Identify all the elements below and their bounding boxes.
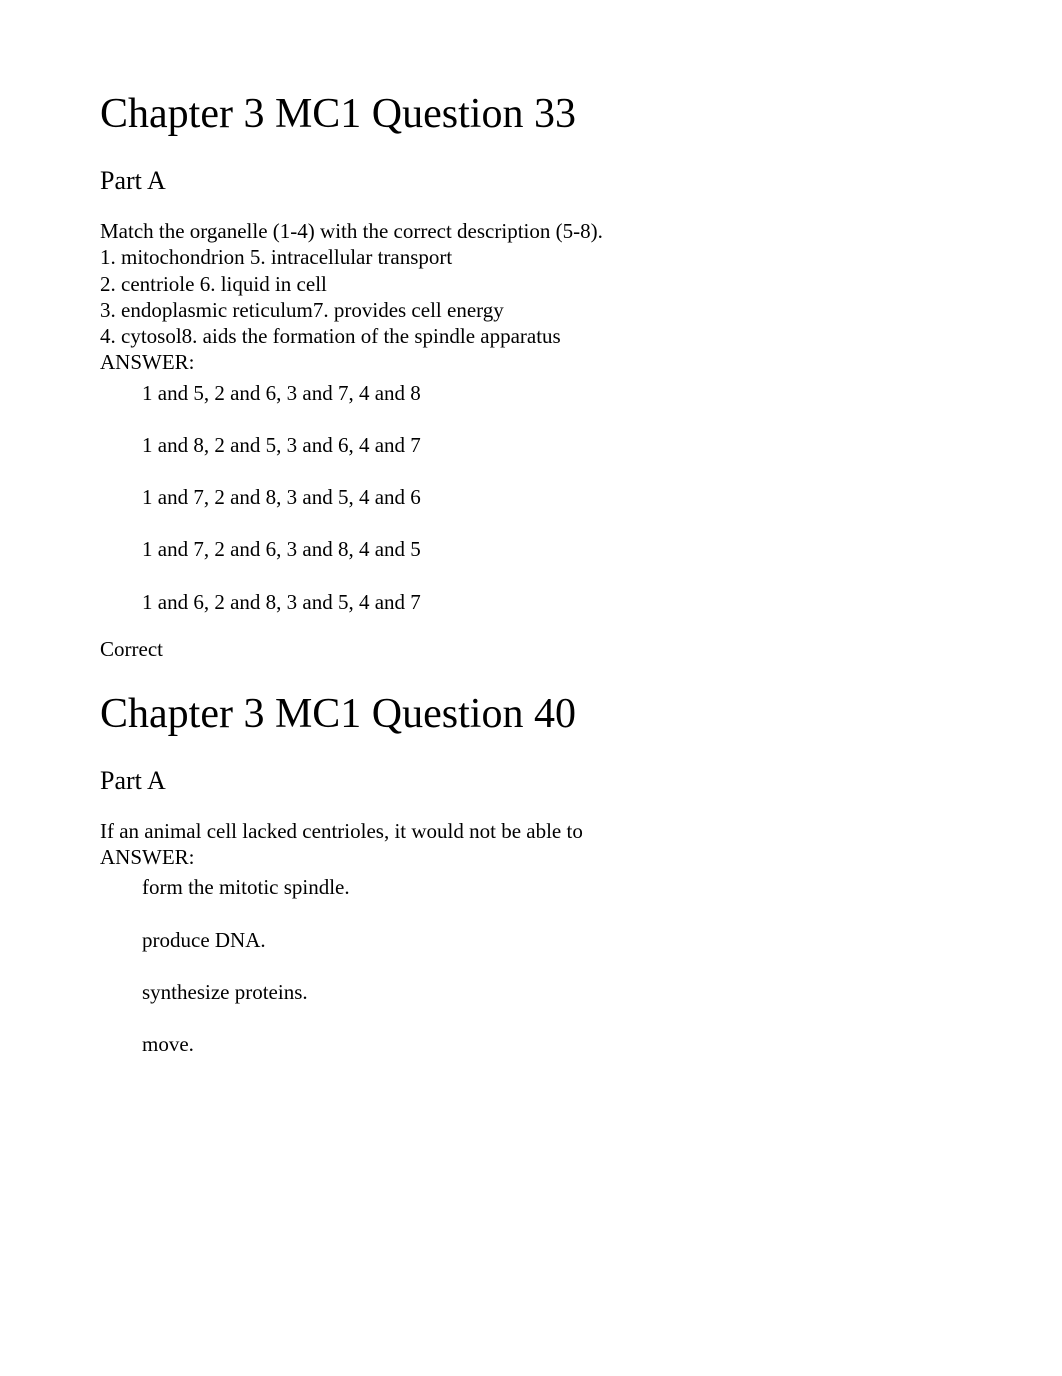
answer-option: form the mitotic spindle.: [142, 874, 962, 900]
part-label: Part A: [100, 766, 962, 796]
answer-option: synthesize proteins.: [142, 979, 962, 1005]
stem-line: 1. mitochondrion 5. intracellular transp…: [100, 244, 962, 270]
question-title: Chapter 3 MC1 Question 33: [100, 90, 962, 138]
stem-line: 2. centriole 6. liquid in cell: [100, 271, 962, 297]
question-title: Chapter 3 MC1 Question 40: [100, 690, 962, 738]
answer-option: 1 and 7, 2 and 6, 3 and 8, 4 and 5: [142, 536, 962, 562]
answer-label: ANSWER:: [100, 844, 962, 870]
answer-option: 1 and 6, 2 and 8, 3 and 5, 4 and 7: [142, 589, 962, 615]
answer-option: 1 and 8, 2 and 5, 3 and 6, 4 and 7: [142, 432, 962, 458]
answer-option: produce DNA.: [142, 927, 962, 953]
question-stem: Match the organelle (1-4) with the corre…: [100, 218, 962, 376]
stem-line: Match the organelle (1-4) with the corre…: [100, 218, 962, 244]
answer-option: move.: [142, 1031, 962, 1057]
question-block: Chapter 3 MC1 Question 40 Part A If an a…: [100, 690, 962, 1058]
stem-line: If an animal cell lacked centrioles, it …: [100, 818, 962, 844]
answer-option: 1 and 5, 2 and 6, 3 and 7, 4 and 8: [142, 380, 962, 406]
stem-line: 3. endoplasmic reticulum7. provides cell…: [100, 297, 962, 323]
answer-options: 1 and 5, 2 and 6, 3 and 7, 4 and 8 1 and…: [100, 380, 962, 615]
answer-label: ANSWER:: [100, 349, 962, 375]
question-block: Chapter 3 MC1 Question 33 Part A Match t…: [100, 90, 962, 662]
question-stem: If an animal cell lacked centrioles, it …: [100, 818, 962, 871]
answer-options: form the mitotic spindle. produce DNA. s…: [100, 874, 962, 1057]
part-label: Part A: [100, 166, 962, 196]
stem-line: 4. cytosol8. aids the formation of the s…: [100, 323, 962, 349]
feedback-text: Correct: [100, 637, 962, 662]
answer-option: 1 and 7, 2 and 8, 3 and 5, 4 and 6: [142, 484, 962, 510]
